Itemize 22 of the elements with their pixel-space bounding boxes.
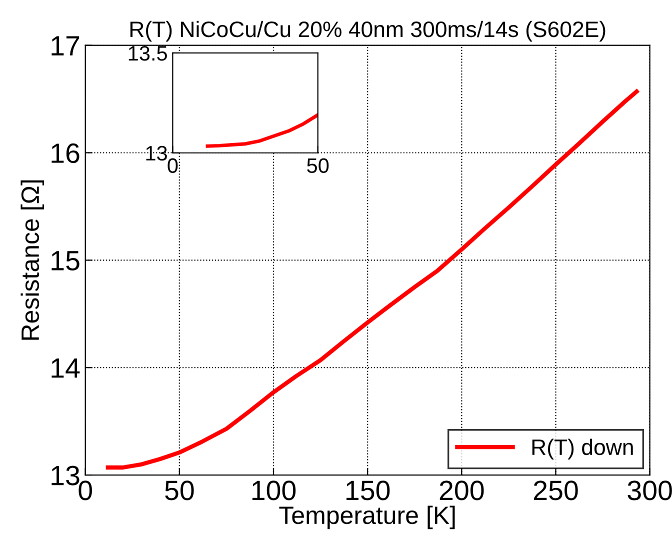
y-tick-label: 13 [52,466,80,486]
y-axis-title: Resistance [Ω] [20,180,44,340]
x-tick-label: 0 [168,158,178,174]
x-tick-label: 0 [78,480,92,500]
legend-label: R(T) down [532,438,633,460]
chart-title: R(T) NiCoCu/Cu 20% 40nm 300ms/14s (S602E) [130,20,606,42]
y-tick-label: 13 [146,146,167,161]
y-tick-label: 15 [52,251,80,271]
x-tick-label: 50 [307,158,329,174]
y-tick-label: 17 [52,36,80,56]
x-tick-label: 100 [252,480,296,500]
x-tick-label: 200 [440,480,484,500]
x-axis-title: Temperature [K] [279,506,455,530]
y-tick-label: 16 [52,143,80,164]
y-tick-label: 13.5 [128,46,167,61]
x-tick-label: 250 [534,480,578,500]
x-tick-label: 150 [346,480,390,500]
line-series [106,89,639,470]
line-series [206,113,318,148]
y-tick-label: 14 [52,358,80,378]
x-tick-label: 50 [165,480,194,500]
x-tick-label: 300 [628,480,672,500]
